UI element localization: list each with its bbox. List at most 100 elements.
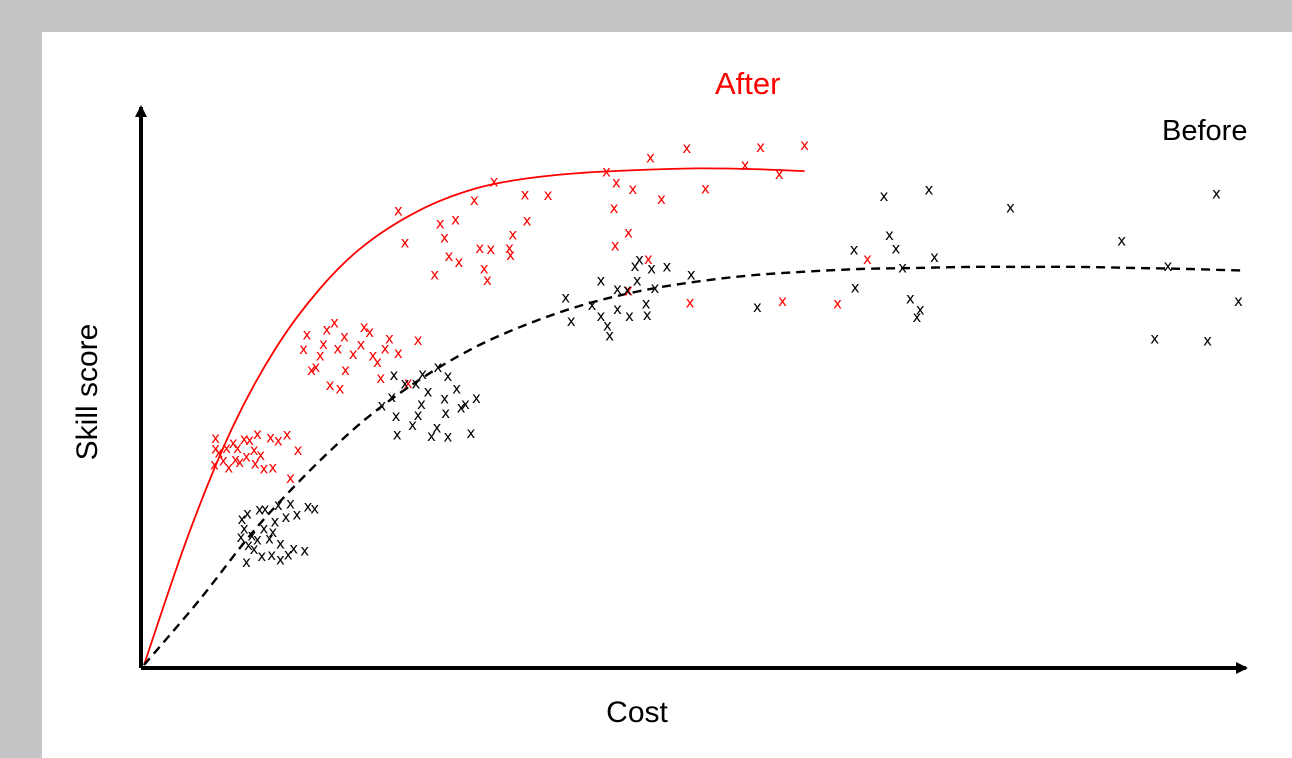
after-point-marker: x <box>294 441 303 459</box>
after-point-marker: x <box>266 428 275 446</box>
before-point-marker: x <box>247 526 256 544</box>
before-point-marker: x <box>1117 232 1126 250</box>
after-point-marker: x <box>624 282 633 300</box>
after-point-marker: x <box>602 163 611 181</box>
before-point-marker: x <box>387 388 396 406</box>
before-point-marker: x <box>427 427 436 445</box>
after-point-marker: x <box>260 460 269 478</box>
before-point-marker: x <box>260 519 269 537</box>
after-point-marker: x <box>336 380 345 398</box>
before-point-marker: x <box>265 530 274 548</box>
after-point-marker: x <box>610 199 619 217</box>
before-point-marker: x <box>441 404 450 422</box>
before-point-marker: x <box>255 501 264 519</box>
before-point-marker: x <box>238 510 247 528</box>
before-point-marker: x <box>236 528 245 546</box>
after-point-marker: x <box>369 347 378 365</box>
after-point-marker: x <box>486 240 495 258</box>
after-point-marker: x <box>506 246 515 264</box>
after-point-marker: x <box>299 340 308 358</box>
after-point-marker: x <box>214 444 223 462</box>
before-point-marker: x <box>414 406 423 424</box>
after-point-marker: x <box>311 358 320 376</box>
after-point-marker: x <box>394 201 403 219</box>
after-point-marker: x <box>333 340 342 358</box>
after-point-marker: x <box>400 234 409 252</box>
before-point-marker: x <box>417 395 426 413</box>
before-point-marker: x <box>289 539 298 557</box>
after-point-marker: x <box>644 250 653 268</box>
before-point-marker: x <box>631 257 640 275</box>
before-point-marker: x <box>898 258 907 276</box>
before-point-marker: x <box>1212 185 1221 203</box>
before-point-marker: x <box>1150 329 1159 347</box>
before-point-marker: x <box>300 541 309 559</box>
before-point-marker: x <box>1163 257 1172 275</box>
before-point-marker: x <box>440 390 449 408</box>
before-point-marker: x <box>434 358 443 376</box>
before-point-marker: x <box>276 551 285 569</box>
before-point-marker: x <box>885 226 894 244</box>
before-point-marker: x <box>284 546 293 564</box>
before-point-marker: x <box>467 424 476 442</box>
before-point-marker: x <box>650 279 659 297</box>
before-point-marker: x <box>392 407 401 425</box>
after-point-marker: x <box>756 138 765 156</box>
before-point-marker: x <box>257 547 266 565</box>
after-point-marker: x <box>833 295 842 313</box>
after-point-marker: x <box>235 453 244 471</box>
x-axis-label: Cost <box>606 696 668 729</box>
after-point-marker: x <box>430 265 439 283</box>
after-point-marker: x <box>251 454 260 472</box>
before-point-marker: x <box>605 327 614 345</box>
after-point-marker: x <box>480 260 489 278</box>
before-point-marker: x <box>625 307 634 325</box>
after-point-marker: x <box>302 326 311 344</box>
before-point-marker: x <box>879 187 888 205</box>
before-point-marker: x <box>912 308 921 326</box>
after-point-marker: x <box>376 369 385 387</box>
after-point-marker: x <box>224 459 233 477</box>
after-point-marker: x <box>222 439 231 457</box>
after-point-marker: x <box>274 432 283 450</box>
after-point-marker: x <box>283 426 292 444</box>
after-point-marker: x <box>520 185 529 203</box>
after-point-marker: x <box>256 446 265 464</box>
after-point-marker: x <box>240 430 249 448</box>
after-point-marker: x <box>349 345 358 363</box>
after-point-marker: x <box>701 179 710 197</box>
before-point-marker: x <box>393 426 402 444</box>
before-point-marker: x <box>274 496 283 514</box>
after-point-marker: x <box>219 452 228 470</box>
after-point-marker: x <box>624 223 633 241</box>
before-point-marker: x <box>389 366 398 384</box>
after-point-marker: x <box>245 431 254 449</box>
before-point-marker: x <box>400 375 409 393</box>
after-point-marker: x <box>657 190 666 208</box>
after-point-marker: x <box>778 292 787 310</box>
before-point-marker: x <box>588 296 597 314</box>
after-point-marker: x <box>686 293 695 311</box>
before-point-marker: x <box>687 265 696 283</box>
after-point-marker: x <box>544 186 553 204</box>
after-point-marker: x <box>611 236 620 254</box>
before-point-marker: x <box>623 281 632 299</box>
before-point-marker: x <box>613 300 622 318</box>
after-point-marker: x <box>253 425 262 443</box>
before-point-marker: x <box>472 389 481 407</box>
after-point-marker: x <box>385 329 394 347</box>
before-point-marker: x <box>276 534 285 552</box>
before-point-marker: x <box>310 499 319 517</box>
after-point-marker: x <box>373 353 382 371</box>
before-point-marker: x <box>452 380 461 398</box>
after-point-marker: x <box>268 459 277 477</box>
before-point-marker: x <box>268 523 277 541</box>
after-point-marker: x <box>286 469 295 487</box>
before-point-marker: x <box>461 395 470 413</box>
y-axis-label: Skill score <box>71 324 104 461</box>
after-point-marker: x <box>250 441 259 459</box>
after-point-marker: x <box>404 374 413 392</box>
before-point-marker: x <box>567 312 576 330</box>
